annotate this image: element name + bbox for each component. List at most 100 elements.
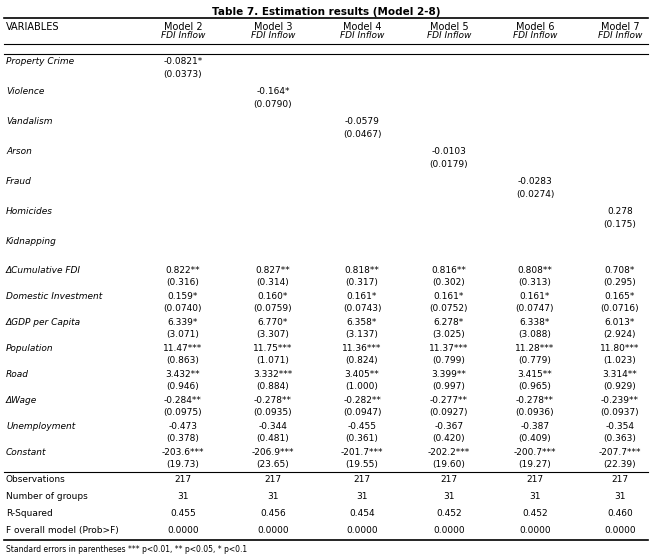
Text: -0.0579: -0.0579 xyxy=(344,117,379,126)
Text: (0.378): (0.378) xyxy=(166,434,200,443)
Text: Model 4: Model 4 xyxy=(343,22,381,32)
Text: (1.023): (1.023) xyxy=(604,356,636,365)
Text: (0.481): (0.481) xyxy=(257,434,289,443)
Text: -0.239**: -0.239** xyxy=(601,396,639,405)
Text: 0.818**: 0.818** xyxy=(344,266,379,275)
Text: (0.0752): (0.0752) xyxy=(430,304,468,313)
Text: 0.0000: 0.0000 xyxy=(346,526,378,535)
Text: (0.0975): (0.0975) xyxy=(164,408,202,417)
Text: (0.0274): (0.0274) xyxy=(516,190,554,199)
Text: -0.0821*: -0.0821* xyxy=(164,57,203,66)
Text: 6.358*: 6.358* xyxy=(347,318,378,327)
Text: 0.0000: 0.0000 xyxy=(604,526,636,535)
Text: (0.361): (0.361) xyxy=(346,434,378,443)
Text: (3.071): (3.071) xyxy=(166,330,200,339)
Text: -0.354: -0.354 xyxy=(606,422,634,431)
Text: 31: 31 xyxy=(356,492,368,501)
Text: Table 7. Estimation results (Model 2-8): Table 7. Estimation results (Model 2-8) xyxy=(212,7,440,17)
Text: -202.2***: -202.2*** xyxy=(428,448,470,457)
Text: (3.307): (3.307) xyxy=(257,330,289,339)
Text: (19.55): (19.55) xyxy=(346,460,378,469)
Text: 0.165*: 0.165* xyxy=(605,292,635,301)
Text: 0.816**: 0.816** xyxy=(432,266,466,275)
Text: Vandalism: Vandalism xyxy=(6,117,53,126)
Text: 0.0000: 0.0000 xyxy=(257,526,289,535)
Text: Model 2: Model 2 xyxy=(164,22,202,32)
Text: -0.282**: -0.282** xyxy=(343,396,381,405)
Text: -0.284**: -0.284** xyxy=(164,396,202,405)
Text: (3.025): (3.025) xyxy=(433,330,466,339)
Text: 0.827**: 0.827** xyxy=(256,266,290,275)
Text: -0.277**: -0.277** xyxy=(430,396,468,405)
Text: Population: Population xyxy=(6,344,53,353)
Text: (3.088): (3.088) xyxy=(518,330,552,339)
Text: (0.175): (0.175) xyxy=(604,220,636,229)
Text: (0.779): (0.779) xyxy=(518,356,552,365)
Text: (19.60): (19.60) xyxy=(432,460,466,469)
Text: 31: 31 xyxy=(177,492,188,501)
Text: (0.314): (0.314) xyxy=(257,278,289,287)
Text: -0.278**: -0.278** xyxy=(254,396,292,405)
Text: 0.0000: 0.0000 xyxy=(167,526,199,535)
Text: (0.0936): (0.0936) xyxy=(516,408,554,417)
Text: 0.161*: 0.161* xyxy=(347,292,378,301)
Text: (1.000): (1.000) xyxy=(346,382,378,391)
Text: -0.0283: -0.0283 xyxy=(518,177,552,186)
Text: Road: Road xyxy=(6,370,29,379)
Text: 6.338*: 6.338* xyxy=(520,318,550,327)
Text: 3.332***: 3.332*** xyxy=(254,370,293,379)
Text: 6.770*: 6.770* xyxy=(258,318,288,327)
Text: 0.160*: 0.160* xyxy=(258,292,288,301)
Text: -206.9***: -206.9*** xyxy=(252,448,294,457)
Text: (0.0740): (0.0740) xyxy=(164,304,202,313)
Text: Arson: Arson xyxy=(6,147,32,156)
Text: -201.7***: -201.7*** xyxy=(341,448,383,457)
Text: 217: 217 xyxy=(353,475,370,484)
Text: -0.387: -0.387 xyxy=(520,422,550,431)
Text: 3.405**: 3.405** xyxy=(345,370,379,379)
Text: 217: 217 xyxy=(265,475,282,484)
Text: 0.460: 0.460 xyxy=(607,509,633,518)
Text: -0.367: -0.367 xyxy=(434,422,464,431)
Text: 0.822**: 0.822** xyxy=(166,266,200,275)
Text: Model 3: Model 3 xyxy=(254,22,292,32)
Text: 0.452: 0.452 xyxy=(436,509,462,518)
Text: Number of groups: Number of groups xyxy=(6,492,88,501)
Text: (0.363): (0.363) xyxy=(604,434,636,443)
Text: (0.409): (0.409) xyxy=(518,434,552,443)
Text: 31: 31 xyxy=(614,492,626,501)
Text: Model 6: Model 6 xyxy=(516,22,554,32)
Text: Constant: Constant xyxy=(6,448,46,457)
Text: 0.456: 0.456 xyxy=(260,509,286,518)
Text: (0.863): (0.863) xyxy=(166,356,200,365)
Text: (0.0947): (0.0947) xyxy=(343,408,381,417)
Text: (0.295): (0.295) xyxy=(604,278,636,287)
Text: (0.946): (0.946) xyxy=(167,382,200,391)
Text: (0.0747): (0.0747) xyxy=(516,304,554,313)
Text: (0.0790): (0.0790) xyxy=(254,100,292,109)
Text: 11.47***: 11.47*** xyxy=(164,344,203,353)
Text: F overall model (Prob>F): F overall model (Prob>F) xyxy=(6,526,119,535)
Text: Standard errors in parentheses *** p<0.01, ** p<0.05, * p<0.1: Standard errors in parentheses *** p<0.0… xyxy=(6,545,247,554)
Text: (0.799): (0.799) xyxy=(432,356,466,365)
Text: (19.73): (19.73) xyxy=(166,460,200,469)
Text: -0.164*: -0.164* xyxy=(256,87,289,96)
Text: FDI Inflow: FDI Inflow xyxy=(598,31,642,40)
Text: ΔWage: ΔWage xyxy=(6,396,37,405)
Text: 0.455: 0.455 xyxy=(170,509,196,518)
Text: Model 7: Model 7 xyxy=(600,22,640,32)
Text: (0.997): (0.997) xyxy=(432,382,466,391)
Text: VARIABLES: VARIABLES xyxy=(6,22,59,32)
Text: ΔCumulative FDI: ΔCumulative FDI xyxy=(6,266,81,275)
Text: FDI Inflow: FDI Inflow xyxy=(251,31,295,40)
Text: -200.7***: -200.7*** xyxy=(514,448,556,457)
Text: Kidnapping: Kidnapping xyxy=(6,237,57,246)
Text: Unemployment: Unemployment xyxy=(6,422,75,431)
Text: -203.6***: -203.6*** xyxy=(162,448,204,457)
Text: (0.824): (0.824) xyxy=(346,356,378,365)
Text: 0.278: 0.278 xyxy=(607,207,633,216)
Text: Property Crime: Property Crime xyxy=(6,57,74,66)
Text: (1.071): (1.071) xyxy=(257,356,289,365)
Text: (0.0935): (0.0935) xyxy=(254,408,292,417)
Text: 3.314**: 3.314** xyxy=(602,370,638,379)
